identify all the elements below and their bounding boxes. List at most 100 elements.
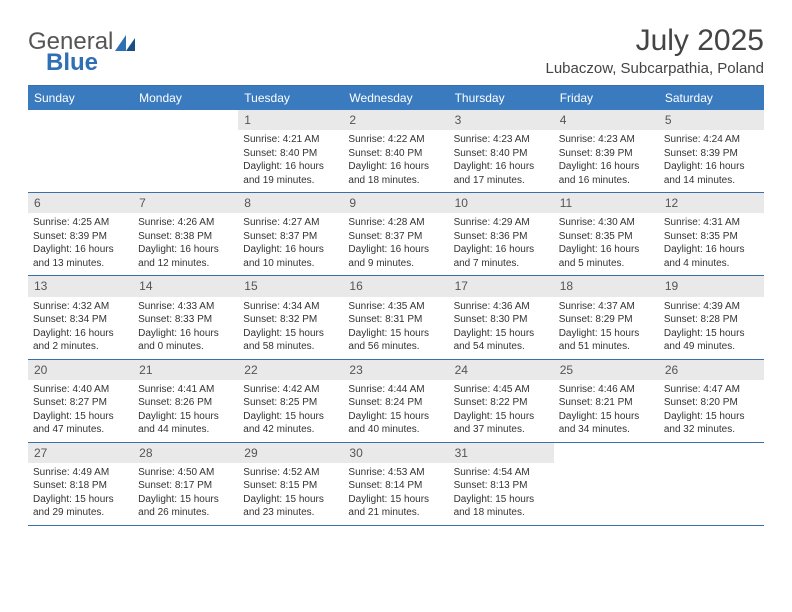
day-cell: 8Sunrise: 4:27 AMSunset: 8:37 PMDaylight…: [238, 193, 343, 275]
sunset-text: Sunset: 8:24 PM: [348, 396, 443, 410]
day-cell: 19Sunrise: 4:39 AMSunset: 8:28 PMDayligh…: [659, 276, 764, 358]
sunset-text: Sunset: 8:37 PM: [348, 230, 443, 244]
sunrise-text: Sunrise: 4:30 AM: [559, 216, 654, 230]
daylight-text: Daylight: 16 hours: [138, 243, 233, 257]
sunset-text: Sunset: 8:35 PM: [559, 230, 654, 244]
day-body: Sunrise: 4:24 AMSunset: 8:39 PMDaylight:…: [659, 130, 764, 192]
day-number: 25: [554, 360, 659, 380]
daylight-text: Daylight: 15 hours: [348, 493, 443, 507]
sunrise-text: Sunrise: 4:54 AM: [454, 466, 549, 480]
daylight-text: and 54 minutes.: [454, 340, 549, 354]
weekday-header: Friday: [554, 86, 659, 110]
day-body: Sunrise: 4:26 AMSunset: 8:38 PMDaylight:…: [133, 213, 238, 275]
day-cell: 16Sunrise: 4:35 AMSunset: 8:31 PMDayligh…: [343, 276, 448, 358]
day-number: 29: [238, 443, 343, 463]
sunset-text: Sunset: 8:39 PM: [33, 230, 128, 244]
day-cell: 15 Sunrise: 4:34 AMSunset: 8:32 PMDayligh…: [238, 276, 343, 358]
daylight-text: and 49 minutes.: [664, 340, 759, 354]
day-body: Sunrise: 4:40 AMSunset: 8:27 PMDaylight:…: [28, 380, 133, 442]
day-body: Sunrise: 4:23 AMSunset: 8:40 PMDaylight:…: [449, 130, 554, 192]
sunrise-text: Sunrise: 4:44 AM: [348, 383, 443, 397]
daylight-text: and 0 minutes.: [138, 340, 233, 354]
sunrise-text: Sunrise: 4:23 AM: [454, 133, 549, 147]
sunrise-text: Sunrise: 4:41 AM: [138, 383, 233, 397]
day-body: Sunrise: 4:52 AMSunset: 8:15 PMDaylight:…: [238, 463, 343, 525]
day-body: Sunrise: 4:30 AMSunset: 8:35 PMDaylight:…: [554, 213, 659, 275]
day-body: Sunrise: 4:46 AMSunset: 8:21 PMDaylight:…: [554, 380, 659, 442]
day-number: 16: [343, 276, 448, 296]
day-number: 13: [28, 276, 133, 296]
day-number: 21: [133, 360, 238, 380]
day-cell: 17Sunrise: 4:36 AMSunset: 8:30 PMDayligh…: [449, 276, 554, 358]
day-cell: 5Sunrise: 4:24 AMSunset: 8:39 PMDaylight…: [659, 110, 764, 192]
daylight-text: Daylight: 15 hours: [243, 327, 338, 341]
daylight-text: and 40 minutes.: [348, 423, 443, 437]
daylight-text: Daylight: 16 hours: [138, 327, 233, 341]
sunset-text: Sunset: 8:34 PM: [33, 313, 128, 327]
daylight-text: Daylight: 15 hours: [454, 493, 549, 507]
daylight-text: and 5 minutes.: [559, 257, 654, 271]
daylight-text: and 42 minutes.: [243, 423, 338, 437]
sunset-text: Sunset: 8:36 PM: [454, 230, 549, 244]
day-body: Sunrise: 4:35 AMSunset: 8:31 PMDaylight:…: [343, 297, 448, 359]
daylight-text: Daylight: 16 hours: [454, 160, 549, 174]
daylight-text: Daylight: 15 hours: [243, 410, 338, 424]
weekday-header: Thursday: [449, 86, 554, 110]
sunset-text: Sunset: 8:32 PM: [243, 313, 338, 327]
day-cell: 9Sunrise: 4:28 AMSunset: 8:37 PMDaylight…: [343, 193, 448, 275]
sunrise-text: Sunrise: 4:33 AM: [138, 300, 233, 314]
sunset-text: Sunset: 8:31 PM: [348, 313, 443, 327]
daylight-text: and 51 minutes.: [559, 340, 654, 354]
sunset-text: Sunset: 8:40 PM: [243, 147, 338, 161]
daylight-text: Daylight: 16 hours: [348, 243, 443, 257]
daylight-text: and 4 minutes.: [664, 257, 759, 271]
sunrise-text: Sunrise: 4:47 AM: [664, 383, 759, 397]
sunset-text: Sunset: 8:25 PM: [243, 396, 338, 410]
day-cell: 28Sunrise: 4:50 AMSunset: 8:17 PMDayligh…: [133, 443, 238, 525]
weekday-header: Monday: [133, 86, 238, 110]
daylight-text: Daylight: 15 hours: [243, 493, 338, 507]
sunrise-text: Sunrise: 4:37 AM: [559, 300, 654, 314]
daylight-text: Daylight: 16 hours: [559, 160, 654, 174]
day-cell: 20Sunrise: 4:40 AMSunset: 8:27 PMDayligh…: [28, 360, 133, 442]
daylight-text: and 58 minutes.: [243, 340, 338, 354]
day-number: 15: [238, 276, 343, 296]
daylight-text: Daylight: 15 hours: [664, 410, 759, 424]
day-number: 11: [554, 193, 659, 213]
sunset-text: Sunset: 8:35 PM: [664, 230, 759, 244]
daylight-text: and 18 minutes.: [454, 506, 549, 520]
day-body: Sunrise: 4:27 AMSunset: 8:37 PMDaylight:…: [238, 213, 343, 275]
day-number: 1: [238, 110, 343, 130]
weekday-header-row: SundayMondayTuesdayWednesdayThursdayFrid…: [28, 86, 764, 110]
sunset-text: Sunset: 8:33 PM: [138, 313, 233, 327]
daylight-text: and 16 minutes.: [559, 174, 654, 188]
day-cell: .: [659, 443, 764, 525]
daylight-text: and 29 minutes.: [33, 506, 128, 520]
sunset-text: Sunset: 8:17 PM: [138, 479, 233, 493]
daylight-text: Daylight: 15 hours: [454, 327, 549, 341]
day-body: Sunrise: 4:42 AMSunset: 8:25 PMDaylight:…: [238, 380, 343, 442]
day-number: 22: [238, 360, 343, 380]
daylight-text: Daylight: 15 hours: [138, 493, 233, 507]
day-number: 20: [28, 360, 133, 380]
sunrise-text: Sunrise: 4:25 AM: [33, 216, 128, 230]
daylight-text: and 18 minutes.: [348, 174, 443, 188]
day-cell: .: [28, 110, 133, 192]
day-cell: 12Sunrise: 4:31 AMSunset: 8:35 PMDayligh…: [659, 193, 764, 275]
daylight-text: Daylight: 15 hours: [33, 493, 128, 507]
sunrise-text: Sunrise: 4:34 AM: [243, 300, 338, 314]
day-number: 28: [133, 443, 238, 463]
day-body: Sunrise: 4:41 AMSunset: 8:26 PMDaylight:…: [133, 380, 238, 442]
weekday-header: Sunday: [28, 86, 133, 110]
day-number: 17: [449, 276, 554, 296]
daylight-text: Daylight: 15 hours: [559, 327, 654, 341]
sunset-text: Sunset: 8:37 PM: [243, 230, 338, 244]
daylight-text: Daylight: 15 hours: [348, 327, 443, 341]
day-cell: 11Sunrise: 4:30 AMSunset: 8:35 PMDayligh…: [554, 193, 659, 275]
daylight-text: Daylight: 15 hours: [33, 410, 128, 424]
daylight-text: and 19 minutes.: [243, 174, 338, 188]
day-body: Sunrise: 4:28 AMSunset: 8:37 PMDaylight:…: [343, 213, 448, 275]
day-cell: 14Sunrise: 4:33 AMSunset: 8:33 PMDayligh…: [133, 276, 238, 358]
day-body: Sunrise: 4:29 AMSunset: 8:36 PMDaylight:…: [449, 213, 554, 275]
sunset-text: Sunset: 8:39 PM: [664, 147, 759, 161]
